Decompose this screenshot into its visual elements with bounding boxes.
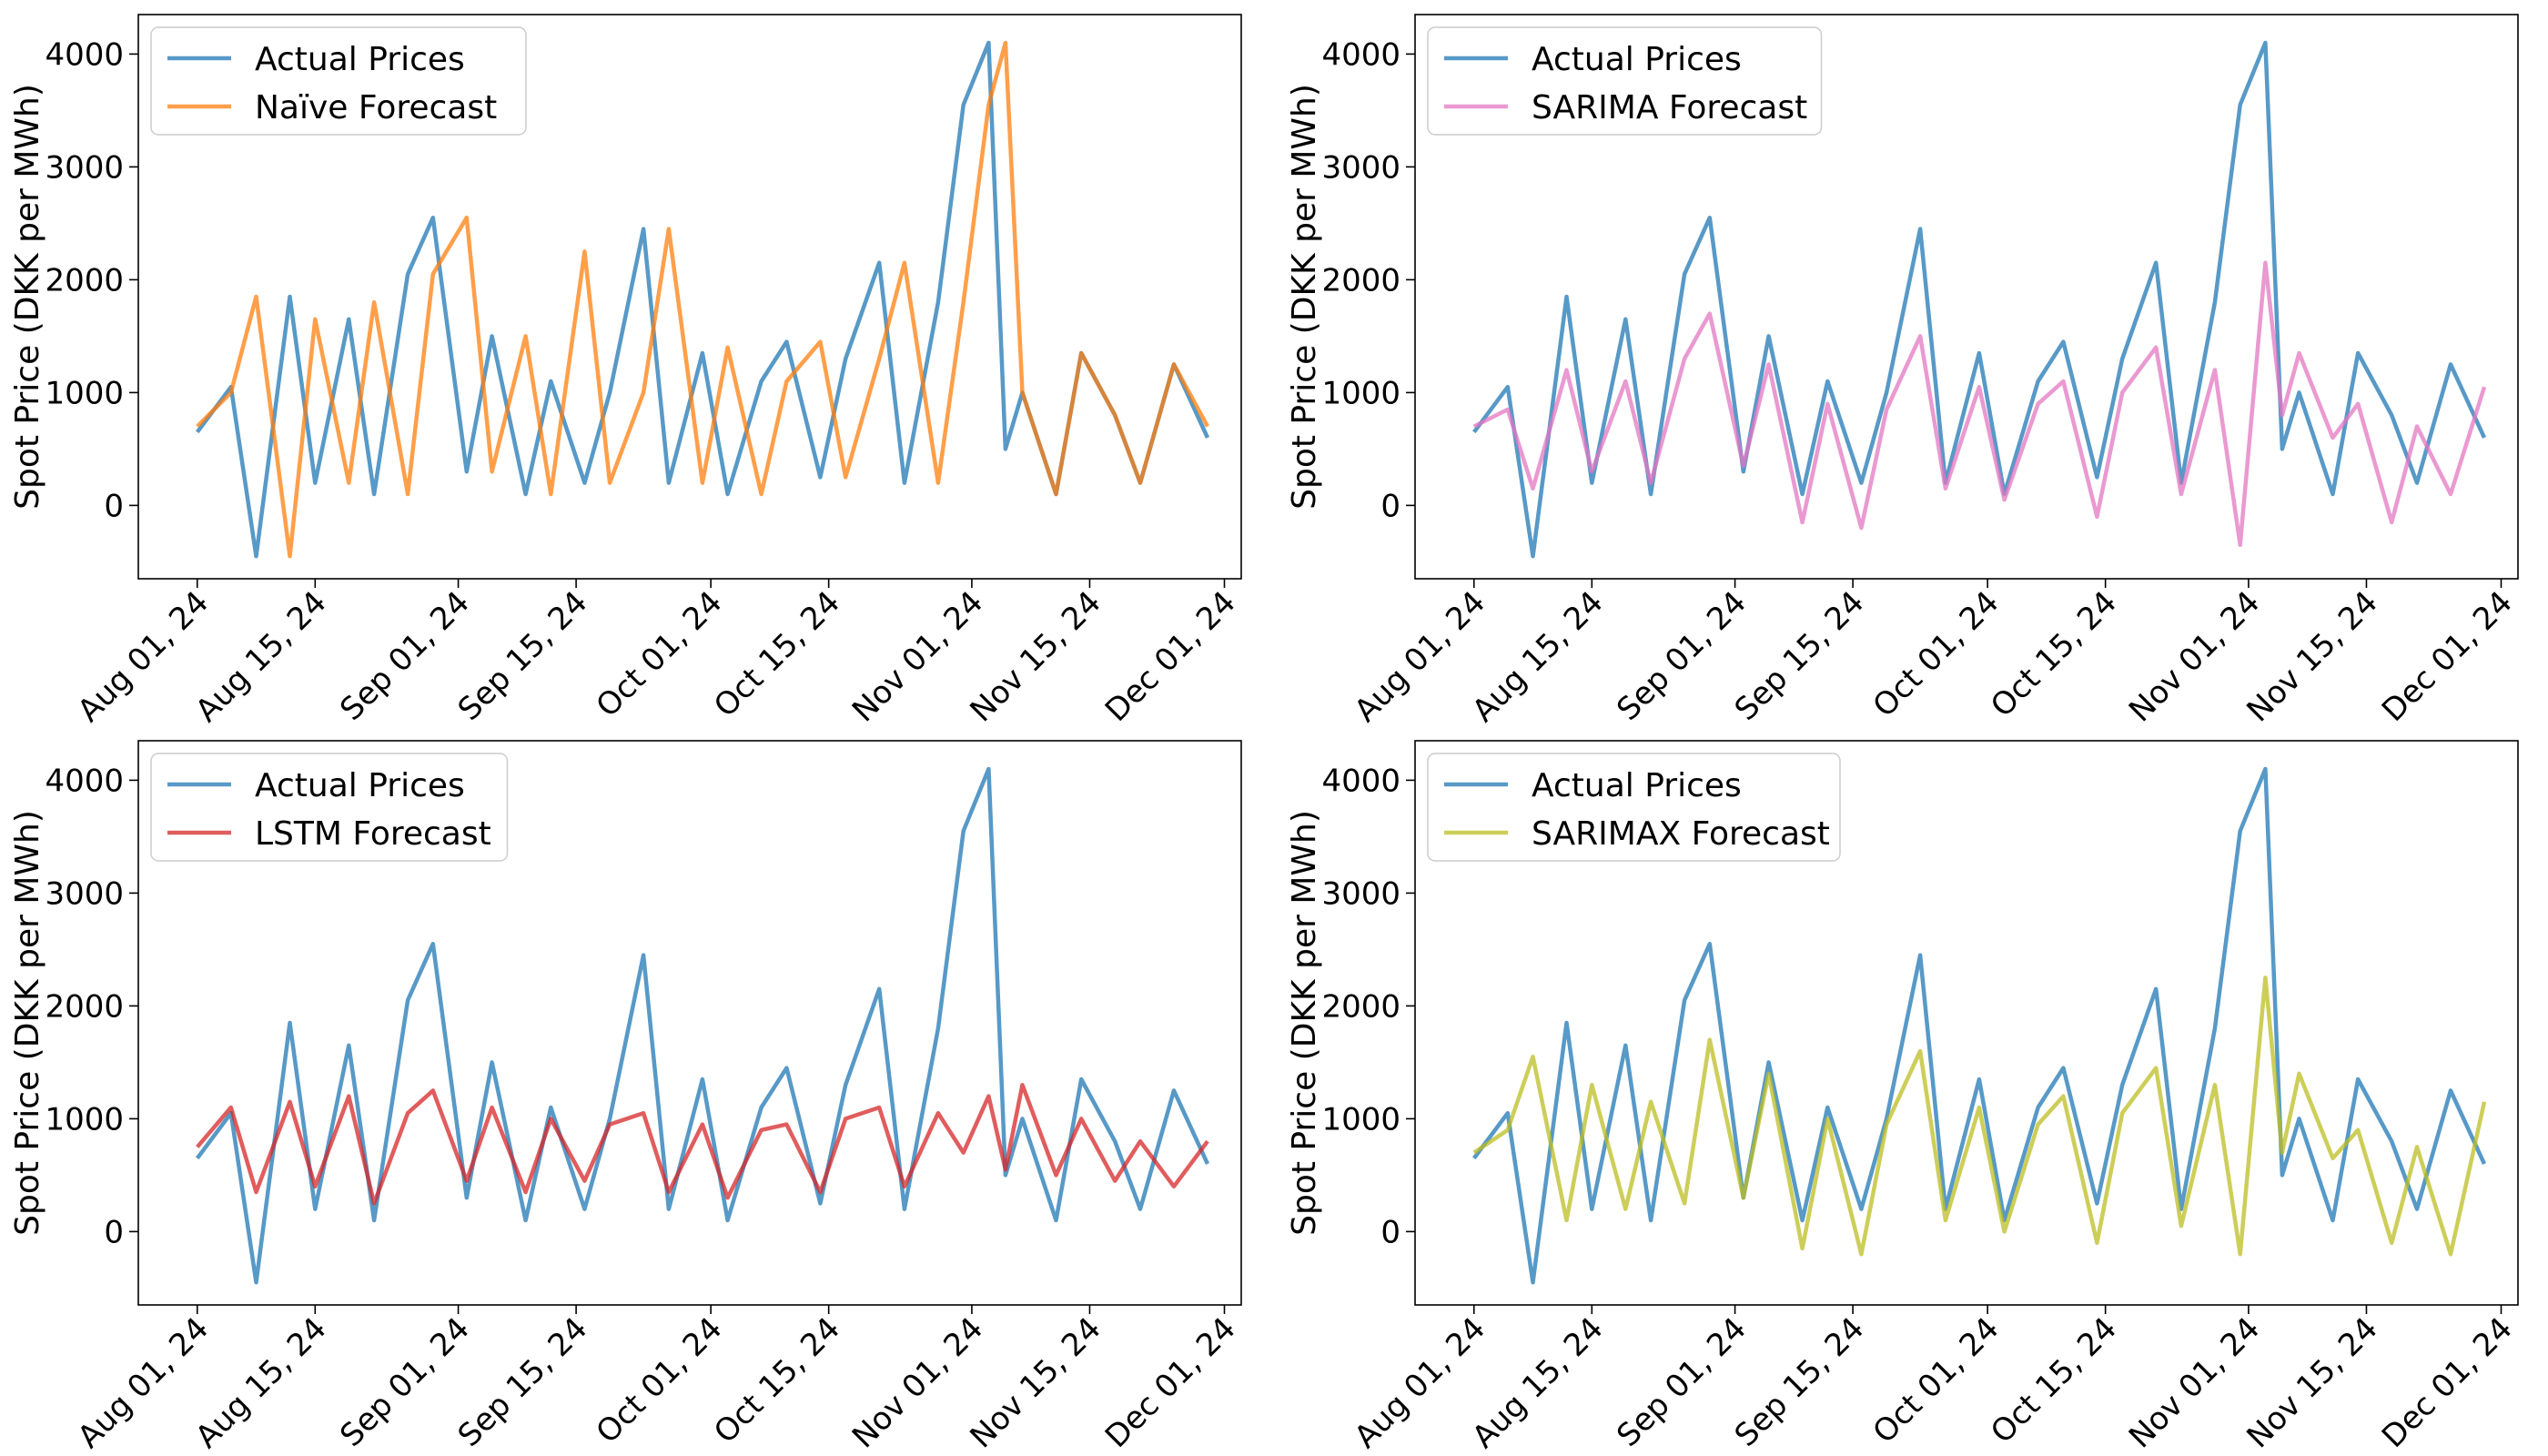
legend-label: LSTM Forecast	[255, 815, 491, 853]
x-tick-label: Dec 01, 24	[2375, 1310, 2520, 1455]
x-tick-label: Sep 15, 24	[451, 1310, 595, 1454]
y-tick-label: 0	[104, 488, 124, 524]
y-tick-label: 3000	[45, 149, 124, 186]
y-tick-label: 2000	[1321, 988, 1400, 1025]
y-tick-label: 0	[104, 1214, 124, 1250]
x-tick-label: Oct 01, 24	[590, 584, 730, 724]
y-tick-label: 4000	[1321, 763, 1400, 799]
y-tick-label: 1000	[1321, 1101, 1400, 1138]
y-tick-label: 0	[1380, 488, 1400, 524]
y-tick-label: 1000	[1321, 375, 1400, 411]
series-line-forecast	[196, 1082, 1209, 1206]
legend: Actual Prices Naïve Forecast	[150, 26, 527, 136]
plot-area	[195, 40, 1210, 559]
x-tick-label: Dec 01, 24	[1098, 584, 1243, 729]
legend-box	[1427, 753, 1841, 862]
legend-box	[150, 26, 527, 136]
y-tick-label: 2000	[45, 988, 124, 1025]
x-tick-label: Oct 01, 24	[1866, 584, 2007, 724]
x-tick-label: Dec 01, 24	[1098, 1310, 1243, 1455]
legend-label: Actual Prices	[1532, 41, 1742, 78]
legend: Actual Prices LSTM Forecast	[150, 753, 509, 862]
x-tick-label: Sep 15, 24	[1728, 584, 1872, 728]
y-axis-label: Spot Price (DKK per MWh)	[1286, 810, 1323, 1236]
y-tick-label: 4000	[45, 36, 124, 73]
series-line-forecast	[1472, 260, 2487, 548]
y-tick-label: 3000	[1321, 149, 1400, 186]
plot-area	[195, 766, 1210, 1285]
legend-box	[150, 753, 509, 862]
y-tick-label: 3000	[45, 875, 124, 912]
x-tick-label: Oct 15, 24	[707, 584, 847, 724]
x-tick-label: Sep 15, 24	[451, 584, 595, 728]
legend-label: Actual Prices	[255, 767, 465, 804]
x-tick-label: Oct 15, 24	[1984, 1310, 2124, 1451]
y-tick-label: 2000	[45, 262, 124, 298]
x-tick-label: Sep 15, 24	[1728, 1310, 1872, 1454]
legend-label: SARIMAX Forecast	[1532, 815, 1830, 853]
legend-label: SARIMA Forecast	[1532, 89, 1807, 126]
y-axis-label: Spot Price (DKK per MWh)	[9, 84, 46, 510]
y-tick-label: 1000	[45, 1101, 124, 1138]
legend-label: Actual Prices	[1532, 767, 1742, 804]
y-tick-label: 3000	[1321, 875, 1400, 912]
legend: Actual Prices SARIMAX Forecast	[1427, 753, 1841, 862]
series-line-forecast	[196, 40, 1209, 559]
y-tick-label: 4000	[45, 763, 124, 799]
y-axis-label: Spot Price (DKK per MWh)	[1286, 84, 1323, 510]
x-tick-label: Oct 15, 24	[707, 1310, 847, 1451]
legend-box	[1427, 26, 1823, 136]
series-line-actual	[1471, 766, 2487, 1285]
plot-area	[1471, 766, 2487, 1285]
legend: Actual Prices SARIMA Forecast	[1427, 26, 1823, 136]
y-tick-label: 1000	[45, 375, 124, 411]
x-tick-label: Oct 15, 24	[1984, 584, 2124, 724]
legend-label: Naïve Forecast	[255, 89, 497, 126]
legend-label: Actual Prices	[255, 41, 465, 78]
y-axis-label: Spot Price (DKK per MWh)	[9, 810, 46, 1236]
series-line-forecast	[1472, 976, 2487, 1257]
x-tick-label: Oct 01, 24	[590, 1310, 730, 1451]
y-tick-label: 4000	[1321, 36, 1400, 73]
y-tick-label: 0	[1380, 1214, 1400, 1250]
x-tick-label: Dec 01, 24	[2375, 584, 2520, 729]
x-tick-label: Oct 01, 24	[1866, 1310, 2007, 1451]
y-tick-label: 2000	[1321, 262, 1400, 298]
plot-area	[1471, 40, 2487, 559]
